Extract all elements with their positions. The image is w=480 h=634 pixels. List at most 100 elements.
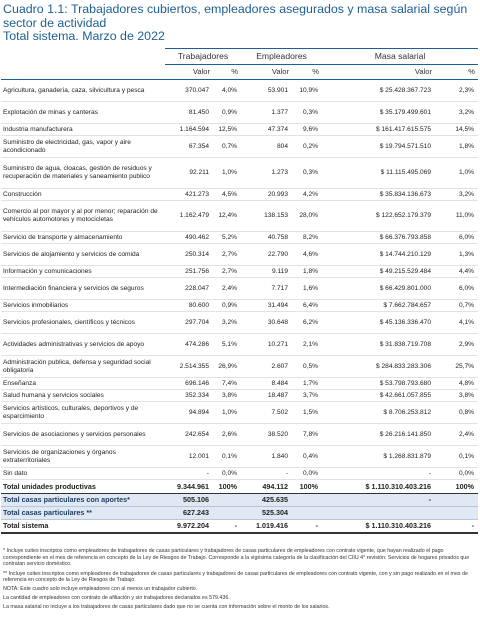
trabajadores-valor: 297.704 — [165, 311, 213, 334]
row-label: Servicios inmobiliarios — [1, 299, 165, 312]
empleadores-valor: 8.484 — [241, 377, 293, 390]
masa-pct: 4,8% — [435, 377, 479, 390]
total-unidades-productivas-row: Total unidades productivas 9.344.961 100… — [1, 479, 479, 494]
table-row: Servicios de organizaciones y órganos ex… — [1, 445, 479, 468]
table-row: Servicio de transporte y almacenamiento 4… — [1, 231, 479, 244]
footnote: NOTA: Este cuadro solo incluye empleador… — [3, 586, 198, 593]
masa-pct: 3,2% — [435, 101, 479, 124]
trabajadores-pct: 0,7% — [213, 135, 242, 158]
trabajadores-valor: 92.211 — [165, 157, 213, 189]
masa-valor: $ 19.794.571.510 — [322, 135, 436, 158]
empleadores-valor: 138.153 — [241, 200, 293, 232]
empleadores-valor: 525.304 — [241, 506, 293, 520]
trabajadores-pct: 4,0% — [213, 79, 242, 102]
trabajadores-valor: 250.314 — [165, 243, 213, 266]
empleadores-pct: 0,3% — [292, 157, 323, 189]
total-casas-particulares-row: Total casas particulares ** 627.243 525.… — [1, 506, 479, 520]
table-row: Industria manufacturera 1.164.594 12,5% 47.… — [1, 123, 479, 136]
empleadores-valor: 2.607 — [241, 355, 293, 378]
empleadores-pct: 0,4% — [292, 445, 323, 468]
trabajadores-valor: 627.243 — [165, 506, 213, 520]
trabajadores-pct: 12,5% — [213, 123, 242, 136]
table-row: Salud humana y servicios sociales 352.334… — [1, 389, 479, 402]
table-row: Suministro de agua, cloacas, gestión de … — [1, 157, 479, 189]
empleadores-pct: 9,6% — [292, 123, 323, 136]
masa-valor: $ 1.110.310.403.216 — [322, 479, 436, 494]
masa-valor: $ 14.744.210.129 — [322, 243, 436, 266]
row-label: Total casas particulares ** — [1, 506, 165, 520]
total-casas-con-aportes-row: Total casas particulares con aportes* 50… — [1, 493, 479, 507]
table-row: Suministro de electricidad, gas, vapor y… — [1, 135, 479, 158]
table-row: Servicios inmobiliarios 80.600 0,9% 31.494 6… — [1, 299, 479, 312]
trabajadores-pct: 0,0% — [213, 467, 242, 480]
masa-valor: $ 35.834.136.673 — [322, 188, 436, 201]
masa-valor: $ 25.428.367.723 — [322, 79, 436, 102]
empleadores-valor: - — [241, 467, 293, 480]
trabajadores-valor: 9.344.961 — [165, 479, 213, 494]
masa-valor: $ 7.662.784.657 — [322, 299, 436, 312]
masa-pct: 14,5% — [435, 123, 479, 136]
empleadores-pct: 0,5% — [292, 355, 323, 378]
masa-pct: 6,0% — [435, 277, 479, 300]
trabajadores-pct: 1,0% — [213, 157, 242, 189]
table-row: Agricultura, ganadería, caza, silvicultu… — [1, 79, 479, 102]
empleadores-valor: 30.648 — [241, 311, 293, 334]
row-label: Total unidades productivas — [1, 479, 165, 494]
trabajadores-pct: 100% — [213, 479, 242, 494]
masa-valor: - — [322, 493, 436, 507]
trabajadores-pct: 0,9% — [213, 101, 242, 124]
empleadores-valor: 10.271 — [241, 333, 293, 356]
title-line-2: Total sistema. Marzo de 2022 — [3, 29, 165, 43]
table-row: Servicios artísticos, culturales, deport… — [1, 401, 479, 424]
trabajadores-valor: 80.600 — [165, 299, 213, 312]
empleadores-valor: 38.520 — [241, 423, 293, 446]
empleadores-valor: 18.487 — [241, 389, 293, 402]
empleadores-valor: 494.112 — [241, 479, 293, 494]
trabajadores-pct: 12,4% — [213, 200, 242, 232]
masa-valor: $ 284.833.283.306 — [322, 355, 436, 378]
empleadores-valor: 40.758 — [241, 231, 293, 244]
masa-pct — [435, 506, 479, 520]
empleadores-pct: 1,7% — [292, 377, 323, 390]
row-label: Suministro de agua, cloacas, gestión de … — [1, 157, 165, 189]
trabajadores-pct: 4,5% — [213, 188, 242, 201]
masa-valor — [322, 506, 436, 520]
masa-valor: $ 1.110.310.403.216 — [322, 519, 436, 534]
trabajadores-pct: 7,4% — [213, 377, 242, 390]
masa-valor: $ 161.417.615.575 — [322, 123, 436, 136]
trabajadores-pct: 2,7% — [213, 243, 242, 266]
footnote: * Incluye cuites inscriptos como emplead… — [3, 548, 470, 568]
empleadores-pct: 8,2% — [292, 231, 323, 244]
empleadores-pct: 2,1% — [292, 333, 323, 356]
empleadores-pct: 10,9% — [292, 79, 323, 102]
table-row: Explotación de minas y canteras 81.450 0,9… — [1, 101, 479, 124]
empleadores-pct: 6,4% — [292, 299, 323, 312]
row-label: Suministro de electricidad, gas, vapor y… — [1, 135, 165, 158]
trabajadores-valor: 474.286 — [165, 333, 213, 356]
empleadores-pct: 7,8% — [292, 423, 323, 446]
empleadores-valor: 1.273 — [241, 157, 293, 189]
empleadores-valor: 53.901 — [241, 79, 293, 102]
empleadores-pct: 0,3% — [292, 101, 323, 124]
footnotes: * Incluye cuites inscriptos como emplead… — [3, 548, 477, 614]
empleadores-valor: 1.840 — [241, 445, 293, 468]
row-label: Explotación de minas y canteras — [1, 101, 165, 124]
masa-valor: $ 42.661.057.855 — [322, 389, 436, 402]
masa-valor: $ 122.652.179.379 — [322, 200, 436, 232]
title-line-1: Cuadro 1.1: Trabajadores cubiertos, empl… — [3, 2, 468, 30]
row-label: Servicios de alojamiento y servicios de … — [1, 243, 165, 266]
masa-pct: 4,4% — [435, 265, 479, 278]
row-label: Industria manufacturera — [1, 123, 165, 136]
masa-pct: 2,4% — [435, 423, 479, 446]
sub-header-valor: Valor — [241, 64, 293, 80]
empleadores-valor: 31.494 — [241, 299, 293, 312]
empleadores-pct — [292, 493, 323, 507]
totals-body: Total unidades productivas 9.344.961 100… — [1, 479, 479, 534]
masa-pct: 2,3% — [435, 79, 479, 102]
trabajadores-pct: 26,9% — [213, 355, 242, 378]
trabajadores-valor: 2.514.355 — [165, 355, 213, 378]
row-label: Servicios artísticos, culturales, deport… — [1, 401, 165, 424]
row-label: Servicio de transporte y almacenamiento — [1, 231, 165, 244]
table-row: Comercio al por mayor y al por menor; re… — [1, 200, 479, 232]
table-title: Cuadro 1.1: Trabajadores cubiertos, empl… — [3, 2, 477, 44]
